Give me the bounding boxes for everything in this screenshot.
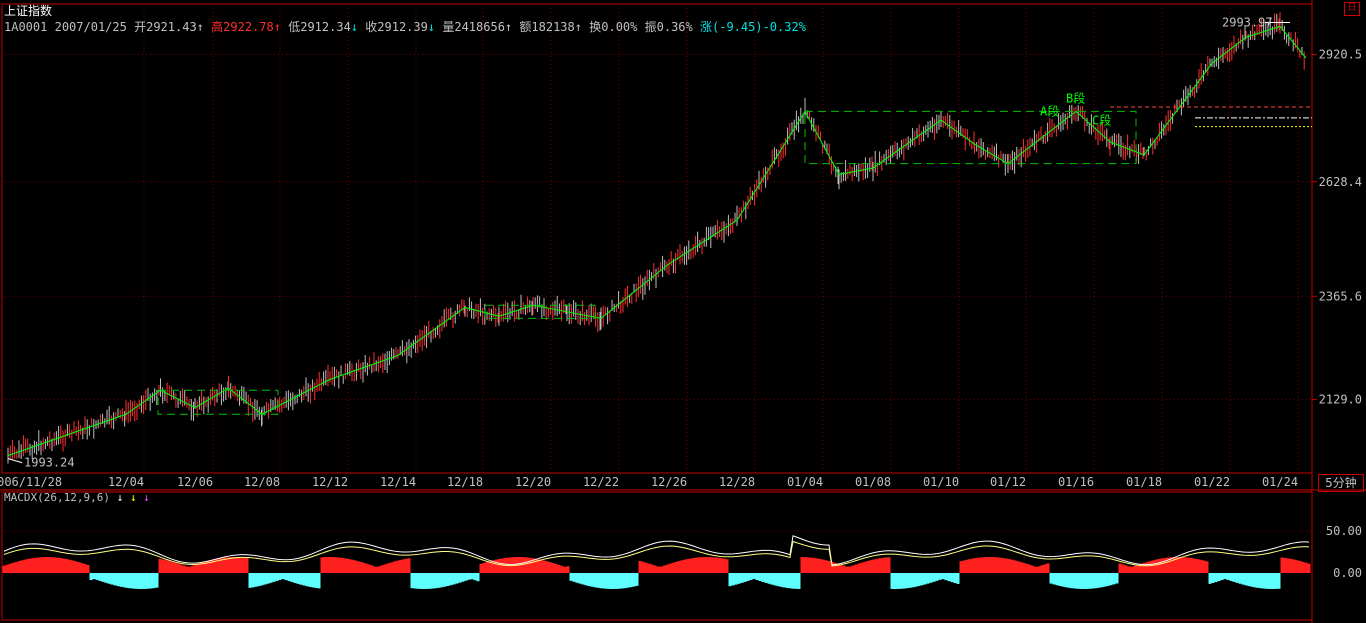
x-tick-label: 12/08 xyxy=(244,475,280,489)
macd-arrow-macd: ↓ xyxy=(143,491,150,504)
x-tick-label: 01/08 xyxy=(855,475,891,489)
x-tick-label: 12/18 xyxy=(447,475,483,489)
x-tick-label: 12/20 xyxy=(515,475,551,489)
y-tick-label: 2628.4 xyxy=(1319,175,1362,189)
trend-zigzag xyxy=(8,26,1306,455)
macd-y-tick-label: 50.00 xyxy=(1326,524,1362,538)
x-tick-label: 01/04 xyxy=(787,475,823,489)
x-tick-label: 01/22 xyxy=(1194,475,1230,489)
annotation-label: B段 xyxy=(1066,91,1085,106)
amount-label: 额 xyxy=(519,20,531,34)
low-arrow: ↓ xyxy=(351,20,358,34)
macd-panel-frame xyxy=(2,492,1312,620)
low-label: 低 xyxy=(288,20,300,34)
volume-label: 量 xyxy=(442,20,454,34)
period-selector[interactable]: 5分钟 xyxy=(1318,474,1364,492)
price-panel-frame xyxy=(2,4,1312,473)
close-label: 收 xyxy=(365,20,377,34)
close-arrow: ↓ xyxy=(428,20,435,34)
index-title: 上证指数 xyxy=(4,2,52,19)
restore-button[interactable]: 日 xyxy=(1344,2,1360,16)
quote-line: 1A0001 2007/01/25 开2921.43↑ 高2922.78↑ 低2… xyxy=(4,18,806,35)
macd-title-text: MACDX(26,12,9,6) xyxy=(4,491,110,504)
high-arrow: ↑ xyxy=(274,20,281,34)
macd-diff-line xyxy=(4,536,1309,565)
x-tick-label: 12/26 xyxy=(651,475,687,489)
x-tick-label: 12/22 xyxy=(583,475,619,489)
open-arrow: ↑ xyxy=(197,20,204,34)
change-value: (-9.45)-0.32% xyxy=(712,20,806,34)
low-value: 2912.34 xyxy=(300,20,351,34)
turnover-value: 0.00% xyxy=(601,20,637,34)
price-series xyxy=(8,12,1304,463)
high-value: 2922.78 xyxy=(223,20,274,34)
x-tick-label: 01/12 xyxy=(990,475,1026,489)
macd-title: MACDX(26,12,9,6) ↓ ↓ ↓ xyxy=(4,491,150,504)
macd-y-tick-label: 0.00 xyxy=(1333,566,1362,580)
x-tick-label: 01/10 xyxy=(923,475,959,489)
x-tick-label: 12/06 xyxy=(177,475,213,489)
amount-value: 182138 xyxy=(531,20,574,34)
annotation-label: 2993.97 xyxy=(1222,15,1273,29)
annotation-label: A段 xyxy=(1040,104,1059,119)
macd-arrow-diff: ↓ xyxy=(117,491,124,504)
x-tick-label: 2006/11/28 xyxy=(0,475,62,489)
x-tick-label: 01/18 xyxy=(1126,475,1162,489)
open-value: 2921.43 xyxy=(146,20,197,34)
y-tick-label: 2129.0 xyxy=(1319,392,1362,406)
x-tick-label: 12/04 xyxy=(108,475,144,489)
index-code: 1A0001 xyxy=(4,20,47,34)
y-tick-label: 2920.5 xyxy=(1319,47,1362,61)
macd-panel: 50.00 0.00 xyxy=(2,524,1362,589)
macd-arrow-dea: ↓ xyxy=(130,491,137,504)
amount-arrow: ↑ xyxy=(575,20,582,34)
volume-arrow: ↑ xyxy=(505,20,512,34)
change-label: 涨 xyxy=(700,20,712,34)
consolidation-box xyxy=(805,111,1136,163)
volume-value: 2418656 xyxy=(454,20,505,34)
x-tick-label: 01/16 xyxy=(1058,475,1094,489)
high-label: 高 xyxy=(211,20,223,34)
close-value: 2912.39 xyxy=(377,20,428,34)
x-tick-label: 12/14 xyxy=(380,475,416,489)
axes: 2920.5 2628.4 2365.6 2129.0 2006/11/28 12/04 1… xyxy=(0,47,1362,489)
annotation-label: C段 xyxy=(1092,112,1111,127)
x-tick-label: 01/24 xyxy=(1262,475,1298,489)
turnover-label: 换 xyxy=(589,20,601,34)
x-tick-label: 12/12 xyxy=(312,475,348,489)
x-tick-label: 12/28 xyxy=(719,475,755,489)
y-tick-label: 2365.6 xyxy=(1319,289,1362,303)
quote-date: 2007/01/25 xyxy=(55,20,127,34)
annotation-label: 1993.24 xyxy=(24,456,75,470)
amplitude-value: 0.36% xyxy=(657,20,693,34)
open-label: 开 xyxy=(134,20,146,34)
amplitude-label: 振 xyxy=(645,20,657,34)
low-marker-line xyxy=(8,459,22,463)
